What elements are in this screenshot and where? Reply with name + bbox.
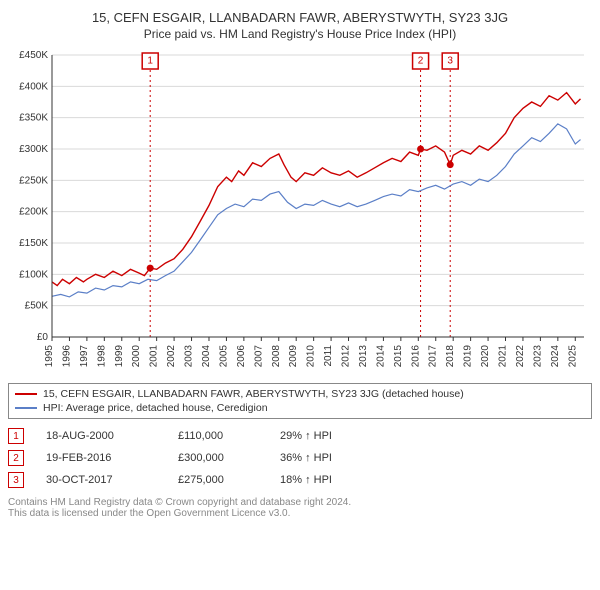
event-marker: 3 xyxy=(8,472,24,488)
event-date: 18-AUG-2000 xyxy=(46,430,156,442)
svg-text:2015: 2015 xyxy=(393,345,404,368)
event-table: 1 18-AUG-2000 £110,000 29% ↑ HPI 2 19-FEB-201… xyxy=(8,425,592,491)
svg-text:£100K: £100K xyxy=(19,269,48,280)
legend-item: HPI: Average price, detached house, Cere… xyxy=(15,401,585,415)
svg-text:2009: 2009 xyxy=(288,345,299,368)
event-date: 19-FEB-2016 xyxy=(46,452,156,464)
svg-text:2: 2 xyxy=(418,56,424,67)
svg-text:£250K: £250K xyxy=(19,175,48,186)
svg-text:1999: 1999 xyxy=(114,345,125,368)
legend-label: HPI: Average price, detached house, Cere… xyxy=(43,402,268,414)
svg-text:£50K: £50K xyxy=(25,301,49,312)
legend-label: 15, CEFN ESGAIR, LLANBADARN FAWR, ABERYS… xyxy=(43,388,464,400)
svg-text:2022: 2022 xyxy=(515,345,526,368)
svg-text:2006: 2006 xyxy=(236,345,247,368)
svg-text:1995: 1995 xyxy=(44,345,55,368)
event-pct: 18% ↑ HPI xyxy=(280,474,370,486)
legend-item: 15, CEFN ESGAIR, LLANBADARN FAWR, ABERYS… xyxy=(15,387,585,401)
svg-text:2000: 2000 xyxy=(131,345,142,368)
svg-text:2002: 2002 xyxy=(166,345,177,368)
svg-text:£400K: £400K xyxy=(19,81,48,92)
event-price: £275,000 xyxy=(178,474,258,486)
event-price: £110,000 xyxy=(178,430,258,442)
footer-attribution: Contains HM Land Registry data © Crown c… xyxy=(8,497,592,519)
event-marker: 1 xyxy=(8,428,24,444)
svg-text:2024: 2024 xyxy=(550,345,561,368)
svg-text:2010: 2010 xyxy=(306,345,317,368)
svg-text:2025: 2025 xyxy=(567,345,578,368)
svg-text:2023: 2023 xyxy=(532,345,543,368)
line-chart: £0 £50K £100K £150K £200K £250K £300K £350K £400… xyxy=(8,47,592,377)
chart-title: 15, CEFN ESGAIR, LLANBADARN FAWR, ABERYS… xyxy=(8,10,592,25)
svg-text:£0: £0 xyxy=(37,332,49,343)
svg-text:2019: 2019 xyxy=(463,345,474,368)
svg-text:2007: 2007 xyxy=(253,345,264,368)
svg-text:2014: 2014 xyxy=(375,345,386,368)
legend-swatch xyxy=(15,407,37,409)
footer-line-1: Contains HM Land Registry data © Crown c… xyxy=(8,497,592,508)
event-row: 3 30-OCT-2017 £275,000 18% ↑ HPI xyxy=(8,469,592,491)
svg-text:2012: 2012 xyxy=(341,345,352,368)
event-row: 2 19-FEB-2016 £300,000 36% ↑ HPI xyxy=(8,447,592,469)
svg-text:£300K: £300K xyxy=(19,144,48,155)
svg-text:2011: 2011 xyxy=(323,345,334,367)
svg-text:£150K: £150K xyxy=(19,238,48,249)
svg-text:£450K: £450K xyxy=(19,50,48,61)
chart-area: £0 £50K £100K £150K £200K £250K £300K £350K £400… xyxy=(8,47,592,377)
footer-line-2: This data is licensed under the Open Gov… xyxy=(8,508,592,519)
legend-swatch xyxy=(15,393,37,395)
svg-text:2004: 2004 xyxy=(201,345,212,368)
event-date: 30-OCT-2017 xyxy=(46,474,156,486)
svg-text:3: 3 xyxy=(447,56,453,67)
svg-text:1: 1 xyxy=(147,56,153,67)
svg-text:2017: 2017 xyxy=(428,345,439,368)
svg-text:2001: 2001 xyxy=(149,345,160,368)
legend: 15, CEFN ESGAIR, LLANBADARN FAWR, ABERYS… xyxy=(8,383,592,419)
svg-text:2018: 2018 xyxy=(445,345,456,368)
svg-text:2008: 2008 xyxy=(271,345,282,368)
svg-text:2005: 2005 xyxy=(218,345,229,368)
svg-text:1997: 1997 xyxy=(79,345,90,368)
event-marker: 2 xyxy=(8,450,24,466)
event-price: £300,000 xyxy=(178,452,258,464)
svg-text:2021: 2021 xyxy=(498,345,509,368)
svg-text:2020: 2020 xyxy=(480,345,491,368)
svg-text:2003: 2003 xyxy=(184,345,195,368)
svg-text:1998: 1998 xyxy=(96,345,107,368)
event-pct: 36% ↑ HPI xyxy=(280,452,370,464)
svg-text:1996: 1996 xyxy=(61,345,72,368)
svg-text:£350K: £350K xyxy=(19,113,48,124)
event-row: 1 18-AUG-2000 £110,000 29% ↑ HPI xyxy=(8,425,592,447)
svg-text:2013: 2013 xyxy=(358,345,369,368)
chart-subtitle: Price paid vs. HM Land Registry's House … xyxy=(8,27,592,41)
svg-text:£200K: £200K xyxy=(19,207,48,218)
svg-text:2016: 2016 xyxy=(410,345,421,368)
event-pct: 29% ↑ HPI xyxy=(280,430,370,442)
